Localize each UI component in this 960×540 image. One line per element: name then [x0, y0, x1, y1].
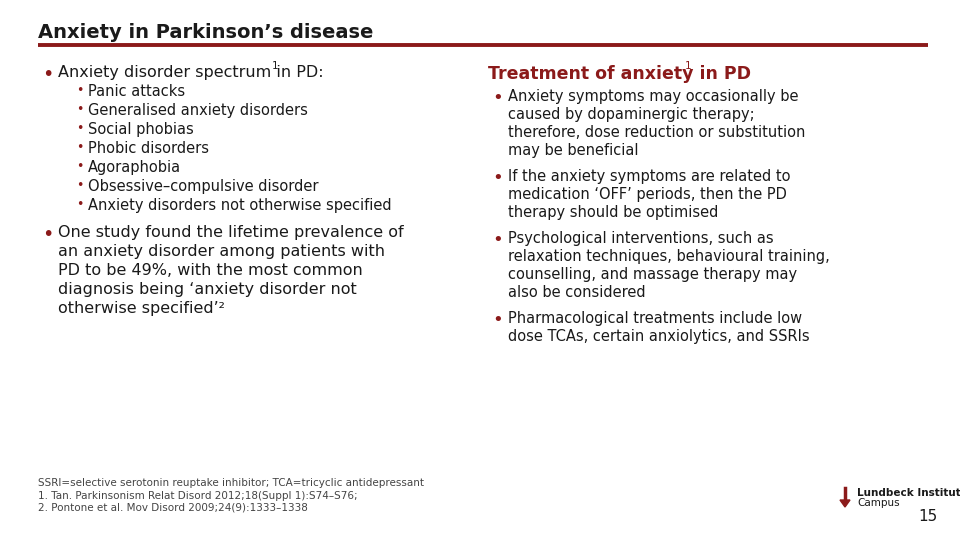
Text: PD to be 49%, with the most common: PD to be 49%, with the most common: [58, 263, 363, 278]
Text: counselling, and massage therapy may: counselling, and massage therapy may: [508, 267, 797, 282]
Text: •: •: [492, 169, 503, 187]
Text: 1: 1: [685, 61, 691, 71]
Text: Generalised anxiety disorders: Generalised anxiety disorders: [88, 103, 308, 118]
Text: If the anxiety symptoms are related to: If the anxiety symptoms are related to: [508, 169, 790, 184]
Text: Anxiety symptoms may occasionally be: Anxiety symptoms may occasionally be: [508, 89, 799, 104]
Polygon shape: [840, 500, 850, 507]
Text: otherwise specified’²: otherwise specified’²: [58, 301, 225, 316]
Text: Campus: Campus: [857, 498, 900, 508]
Text: •: •: [42, 65, 54, 84]
Text: therefore, dose reduction or substitution: therefore, dose reduction or substitutio…: [508, 125, 805, 140]
Text: SSRI=selective serotonin reuptake inhibitor; TCA=tricyclic antidepressant: SSRI=selective serotonin reuptake inhibi…: [38, 478, 424, 488]
Text: •: •: [76, 179, 84, 192]
Text: medication ‘OFF’ periods, then the PD: medication ‘OFF’ periods, then the PD: [508, 187, 787, 202]
Text: Obsessive–compulsive disorder: Obsessive–compulsive disorder: [88, 179, 319, 194]
Text: diagnosis being ‘anxiety disorder not: diagnosis being ‘anxiety disorder not: [58, 282, 357, 297]
Text: an anxiety disorder among patients with: an anxiety disorder among patients with: [58, 244, 385, 259]
Text: dose TCAs, certain anxiolytics, and SSRIs: dose TCAs, certain anxiolytics, and SSRI…: [508, 329, 809, 344]
Text: •: •: [492, 89, 503, 107]
Text: Anxiety disorders not otherwise specified: Anxiety disorders not otherwise specifie…: [88, 198, 392, 213]
Text: Anxiety in Parkinson’s disease: Anxiety in Parkinson’s disease: [38, 23, 373, 42]
Text: Treatment of anxiety in PD: Treatment of anxiety in PD: [488, 65, 751, 83]
Text: Panic attacks: Panic attacks: [88, 84, 185, 99]
Text: •: •: [76, 141, 84, 154]
Text: may be beneficial: may be beneficial: [508, 143, 638, 158]
Text: 15: 15: [919, 509, 938, 524]
Text: •: •: [76, 122, 84, 135]
Text: •: •: [492, 231, 503, 249]
Text: 2. Pontone et al. Mov Disord 2009;24(9):1333–1338: 2. Pontone et al. Mov Disord 2009;24(9):…: [38, 502, 308, 512]
Text: •: •: [76, 84, 84, 97]
Text: caused by dopaminergic therapy;: caused by dopaminergic therapy;: [508, 107, 755, 122]
Text: One study found the lifetime prevalence of: One study found the lifetime prevalence …: [58, 225, 403, 240]
Text: Pharmacological treatments include low: Pharmacological treatments include low: [508, 311, 803, 326]
Text: therapy should be optimised: therapy should be optimised: [508, 205, 718, 220]
Text: •: •: [42, 225, 54, 244]
Text: Agoraphobia: Agoraphobia: [88, 160, 181, 175]
Text: relaxation techniques, behavioural training,: relaxation techniques, behavioural train…: [508, 249, 829, 264]
Text: 1: 1: [272, 61, 278, 71]
Text: Phobic disorders: Phobic disorders: [88, 141, 209, 156]
Text: Psychological interventions, such as: Psychological interventions, such as: [508, 231, 774, 246]
Text: also be considered: also be considered: [508, 285, 646, 300]
Text: Lundbeck Institute: Lundbeck Institute: [857, 488, 960, 498]
Text: Anxiety disorder spectrum in PD:: Anxiety disorder spectrum in PD:: [58, 65, 324, 80]
Text: •: •: [76, 198, 84, 211]
Text: •: •: [76, 103, 84, 116]
Text: Social phobias: Social phobias: [88, 122, 194, 137]
Text: •: •: [492, 311, 503, 329]
Text: 1. Tan. Parkinsonism Relat Disord 2012;18(Suppl 1):S74–S76;: 1. Tan. Parkinsonism Relat Disord 2012;1…: [38, 491, 358, 501]
Text: •: •: [76, 160, 84, 173]
